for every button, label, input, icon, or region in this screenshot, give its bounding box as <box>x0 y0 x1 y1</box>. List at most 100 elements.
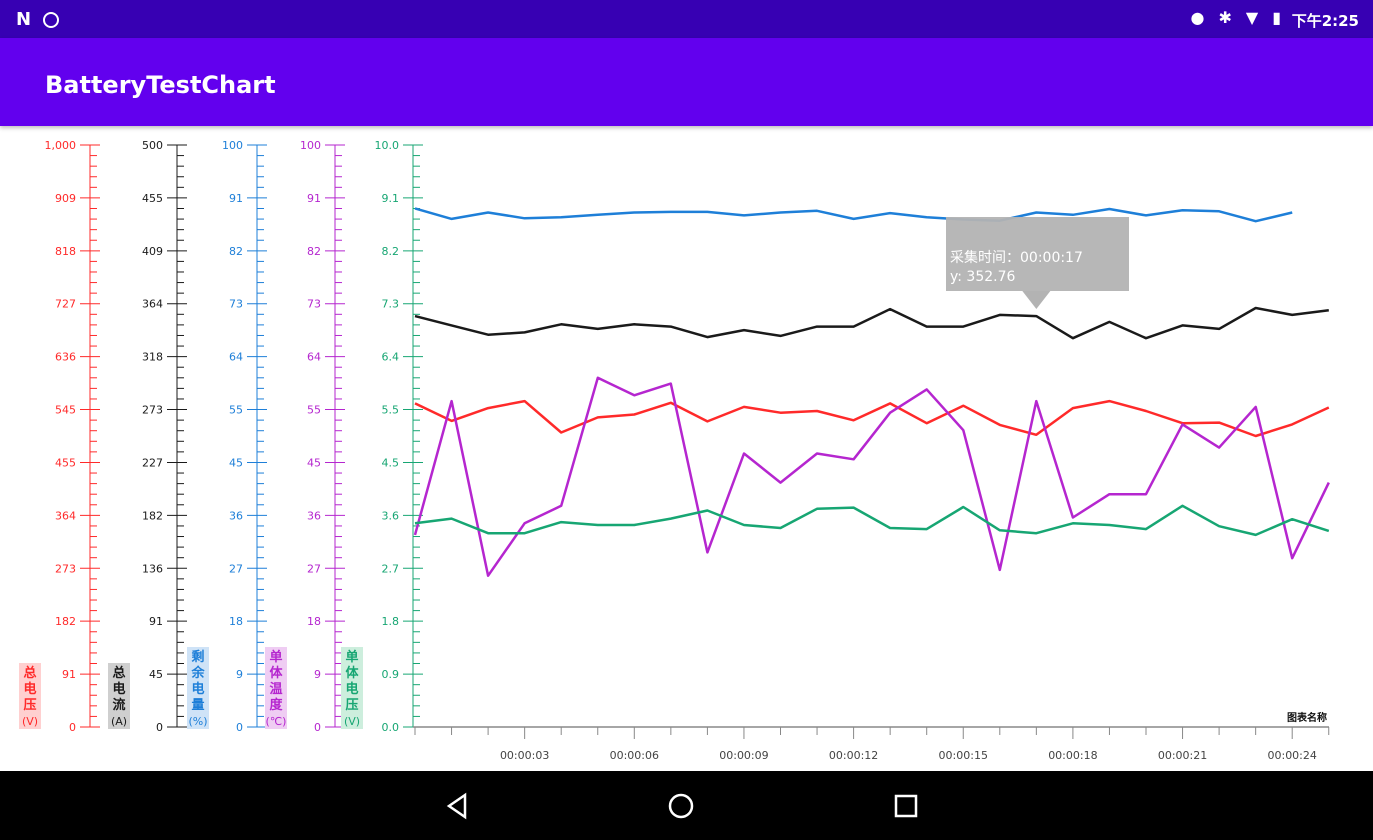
tick-label-remaining_capacity: 73 <box>229 298 243 311</box>
tick-label-total_voltage: 0 <box>69 721 76 734</box>
tick-label-cell_voltage: 9.1 <box>382 192 400 205</box>
tick-label-cell_temperature: 27 <box>307 562 321 575</box>
tick-label-cell_temperature: 82 <box>307 245 321 258</box>
tick-label-cell_temperature: 36 <box>307 509 321 522</box>
tick-label-cell_voltage: 7.3 <box>382 298 400 311</box>
app-bar: BatteryTestChart <box>0 38 1373 126</box>
battery-charging-icon: ▮ <box>1272 8 1281 27</box>
axis-title-char: 剩 <box>191 649 204 665</box>
axis-title-char: 总 <box>112 665 125 681</box>
axis-title-char: 体 <box>345 665 359 681</box>
tick-label-cell_voltage: 0.0 <box>382 721 400 734</box>
tick-label-remaining_capacity: 0 <box>236 721 243 734</box>
axis-unit-total_voltage: (V) <box>22 715 38 728</box>
recents-button[interactable] <box>889 789 923 823</box>
tick-label-cell_temperature: 55 <box>307 404 321 417</box>
bluetooth-icon: ✱ <box>1218 8 1231 27</box>
home-circle-icon <box>664 789 698 823</box>
axis-title-char: 余 <box>190 665 205 681</box>
x-tick-label: 00:00:12 <box>829 749 878 762</box>
tick-label-cell_voltage: 5.5 <box>382 404 400 417</box>
x-tick-label: 00:00:18 <box>1048 749 1097 762</box>
tick-label-total_current: 364 <box>142 298 163 311</box>
axis-title-char: 电 <box>345 681 358 697</box>
tick-label-cell_temperature: 73 <box>307 298 321 311</box>
axis-unit-cell_voltage: (V) <box>344 715 360 728</box>
tick-label-total_voltage: 91 <box>62 668 76 681</box>
tick-label-total_current: 500 <box>142 139 163 152</box>
tick-label-total_current: 409 <box>142 245 163 258</box>
axis-title-char: 电 <box>191 681 204 697</box>
tick-label-total_voltage: 455 <box>55 456 76 469</box>
axis-title-char: 流 <box>112 697 125 713</box>
x-tick-label: 00:00:24 <box>1267 749 1316 762</box>
tick-label-cell_voltage: 1.8 <box>382 615 400 628</box>
tick-label-total_voltage: 727 <box>55 298 76 311</box>
tick-label-remaining_capacity: 91 <box>229 192 243 205</box>
axis-title-char: 度 <box>269 697 283 713</box>
chart-name-label: 图表名称 <box>1287 711 1327 724</box>
axis-unit-cell_temperature: (℃) <box>266 715 287 728</box>
status-bar: N ● ✱ ▼ ▮ 下午2:25 <box>0 0 1373 38</box>
tick-label-total_voltage: 273 <box>55 562 76 575</box>
navigation-bar <box>0 771 1373 840</box>
shield-icon <box>43 12 59 28</box>
tick-label-cell_temperature: 0 <box>314 721 321 734</box>
tick-label-total_current: 45 <box>149 668 163 681</box>
tick-label-cell_voltage: 0.9 <box>382 668 400 681</box>
tick-label-total_current: 136 <box>142 562 163 575</box>
tick-label-total_current: 318 <box>142 351 163 364</box>
tick-label-total_voltage: 818 <box>55 245 76 258</box>
tick-label-cell_temperature: 91 <box>307 192 321 205</box>
tick-label-cell_temperature: 100 <box>300 139 321 152</box>
tick-label-total_current: 227 <box>142 456 163 469</box>
n-logo-icon: N <box>16 9 31 30</box>
tick-label-remaining_capacity: 45 <box>229 456 243 469</box>
tick-label-total_voltage: 636 <box>55 351 76 364</box>
back-triangle-icon <box>441 789 475 823</box>
axis-title-char: 压 <box>23 698 36 713</box>
axis-title-char: 单 <box>345 649 358 665</box>
x-tick-label: 00:00:15 <box>939 749 988 762</box>
home-button[interactable] <box>664 789 698 823</box>
tick-label-remaining_capacity: 9 <box>236 668 243 681</box>
tick-label-cell_voltage: 4.5 <box>382 456 400 469</box>
multi-axis-line-chart[interactable]: 0911822733644555456367278189091,000总电压(V… <box>0 126 1373 771</box>
x-tick-label: 00:00:03 <box>500 749 549 762</box>
series-line-total_current <box>415 308 1329 338</box>
tick-label-total_current: 91 <box>149 615 163 628</box>
tick-label-cell_voltage: 6.4 <box>382 351 400 364</box>
x-tick-label: 00:00:06 <box>610 749 659 762</box>
tick-label-total_current: 182 <box>142 509 163 522</box>
tick-label-remaining_capacity: 36 <box>229 509 243 522</box>
tooltip-line-1: 采集时间：00:00:17 <box>950 249 1083 266</box>
status-time: 下午2:25 <box>1292 10 1359 31</box>
tick-label-cell_temperature: 18 <box>307 615 321 628</box>
axis-unit-total_current: (A) <box>111 715 127 728</box>
axis-title-char: 总 <box>23 665 36 681</box>
axis-title-char: 量 <box>191 698 204 713</box>
series-line-remaining_capacity <box>415 208 1292 221</box>
series-line-cell_temperature <box>415 378 1329 576</box>
tick-label-cell_voltage: 10.0 <box>375 139 400 152</box>
tick-label-cell_temperature: 45 <box>307 456 321 469</box>
tick-label-total_current: 455 <box>142 192 163 205</box>
axis-title-char: 体 <box>269 665 283 681</box>
axis-title-char: 电 <box>23 681 36 697</box>
tick-label-total_voltage: 364 <box>55 509 76 522</box>
tick-label-total_voltage: 909 <box>55 192 76 205</box>
tick-label-total_current: 0 <box>156 721 163 734</box>
tick-label-remaining_capacity: 18 <box>229 615 243 628</box>
axis-title-char: 电 <box>112 681 125 697</box>
tick-label-total_voltage: 1,000 <box>45 139 77 152</box>
recents-square-icon <box>889 789 923 823</box>
tick-label-total_current: 273 <box>142 404 163 417</box>
wifi-icon: ▼ <box>1246 8 1258 27</box>
x-tick-label: 00:00:09 <box>719 749 768 762</box>
back-button[interactable] <box>441 789 475 823</box>
tick-label-remaining_capacity: 100 <box>222 139 243 152</box>
tick-label-cell_temperature: 64 <box>307 351 321 364</box>
axis-title-char: 压 <box>345 698 358 713</box>
tick-label-cell_voltage: 2.7 <box>382 562 400 575</box>
tick-label-remaining_capacity: 27 <box>229 562 243 575</box>
